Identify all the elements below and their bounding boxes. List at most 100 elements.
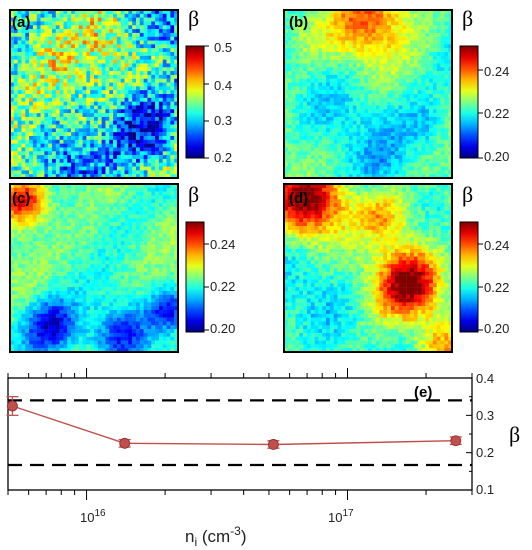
map-pixel bbox=[368, 71, 373, 76]
map-pixel bbox=[78, 162, 83, 167]
map-pixel bbox=[86, 191, 91, 196]
map-pixel bbox=[410, 116, 415, 121]
map-pixel bbox=[333, 40, 338, 45]
map-pixel bbox=[13, 128, 18, 133]
map-pixel bbox=[44, 340, 49, 345]
map-pixel bbox=[13, 294, 18, 299]
map-pixel bbox=[284, 67, 289, 72]
map-pixel bbox=[318, 71, 323, 76]
map-pixel bbox=[147, 132, 152, 137]
map-pixel bbox=[120, 124, 125, 129]
map-pixel bbox=[71, 116, 76, 121]
map-pixel bbox=[371, 25, 376, 30]
map-pixel bbox=[352, 63, 357, 68]
map-pixel bbox=[116, 143, 121, 148]
map-pixel bbox=[97, 136, 102, 141]
map-pixel bbox=[44, 222, 49, 227]
map-pixel bbox=[67, 29, 72, 34]
map-pixel bbox=[394, 128, 399, 133]
map-pixel bbox=[25, 32, 30, 37]
map-pixel bbox=[105, 86, 110, 91]
map-pixel bbox=[63, 340, 68, 345]
map-pixel bbox=[59, 74, 64, 79]
map-pixel bbox=[105, 74, 110, 79]
map-pixel bbox=[36, 290, 41, 295]
map-pixel bbox=[379, 17, 384, 22]
map-pixel bbox=[44, 325, 49, 330]
map-pixel bbox=[52, 52, 57, 57]
map-pixel bbox=[29, 252, 34, 257]
map-pixel bbox=[387, 109, 392, 114]
map-pixel bbox=[67, 25, 72, 30]
map-pixel bbox=[44, 214, 49, 219]
map-pixel bbox=[32, 132, 37, 137]
map-pixel bbox=[63, 132, 68, 137]
map-pixel bbox=[322, 162, 327, 167]
map-pixel bbox=[174, 143, 179, 148]
map-pixel bbox=[314, 86, 319, 91]
map-pixel bbox=[32, 13, 37, 18]
map-pixel bbox=[124, 94, 129, 99]
map-pixel bbox=[147, 139, 152, 144]
map-pixel bbox=[17, 52, 22, 57]
map-pixel bbox=[132, 116, 137, 121]
map-pixel bbox=[348, 151, 353, 156]
map-pixel bbox=[147, 63, 152, 68]
map-pixel bbox=[36, 306, 41, 311]
map-pixel bbox=[174, 139, 179, 144]
map-pixel bbox=[101, 184, 106, 189]
map-pixel bbox=[440, 55, 445, 60]
map-pixel bbox=[155, 21, 160, 26]
map-pixel bbox=[74, 67, 79, 72]
map-pixel bbox=[13, 109, 18, 114]
map-pixel bbox=[352, 162, 357, 167]
map-pixel bbox=[113, 32, 118, 37]
map-pixel bbox=[101, 59, 106, 64]
map-pixel bbox=[318, 128, 323, 133]
map-pixel bbox=[78, 290, 83, 295]
map-pixel bbox=[48, 74, 53, 79]
map-pixel bbox=[440, 97, 445, 102]
map-pixel bbox=[59, 21, 64, 26]
map-pixel bbox=[162, 71, 167, 76]
map-pixel bbox=[329, 63, 334, 68]
map-pixel bbox=[310, 143, 315, 148]
map-pixel bbox=[310, 74, 315, 79]
map-pixel bbox=[287, 120, 292, 125]
map-pixel bbox=[306, 32, 311, 37]
map-pixel bbox=[94, 199, 99, 204]
map-pixel bbox=[291, 17, 296, 22]
map-pixel bbox=[318, 158, 323, 163]
map-pixel bbox=[406, 36, 411, 41]
map-pixel bbox=[284, 128, 289, 133]
map-pixel bbox=[170, 21, 175, 26]
map-pixel bbox=[29, 44, 34, 49]
map-pixel bbox=[318, 101, 323, 106]
map-pixel bbox=[90, 136, 95, 141]
map-pixel bbox=[74, 59, 79, 64]
map-pixel bbox=[86, 233, 91, 238]
map-pixel bbox=[398, 40, 403, 45]
map-pixel bbox=[82, 310, 87, 315]
map-pixel bbox=[364, 74, 369, 79]
map-pixel bbox=[379, 162, 384, 167]
map-pixel bbox=[124, 132, 129, 137]
map-pixel bbox=[448, 63, 453, 68]
map-pixel bbox=[128, 90, 133, 95]
map-pixel bbox=[59, 336, 64, 341]
map-pixel bbox=[314, 25, 319, 30]
map-pixel bbox=[387, 132, 392, 137]
map-pixel bbox=[421, 143, 426, 148]
map-pixel bbox=[155, 139, 160, 144]
map-pixel bbox=[55, 317, 60, 322]
map-pixel bbox=[32, 241, 37, 246]
map-pixel bbox=[25, 147, 30, 152]
map-pixel bbox=[67, 59, 72, 64]
map-pixel bbox=[29, 136, 34, 141]
map-pixel bbox=[132, 128, 137, 133]
map-pixel bbox=[36, 71, 41, 76]
map-pixel bbox=[21, 40, 26, 45]
map-pixel bbox=[97, 116, 102, 121]
map-pixel bbox=[63, 203, 68, 208]
map-pixel bbox=[55, 184, 60, 189]
